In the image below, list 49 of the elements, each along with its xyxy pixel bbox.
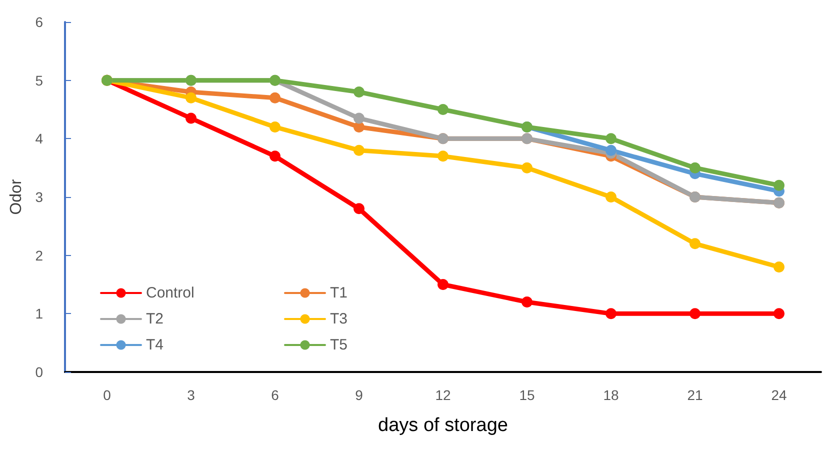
y-tick-label: 4 (35, 130, 44, 147)
y-tick-label: 2 (35, 247, 44, 264)
point (774, 308, 784, 320)
x-tick-label: 3 (187, 387, 196, 403)
point (690, 308, 700, 320)
x-tick-label: 9 (355, 387, 364, 403)
point (522, 162, 532, 174)
point (354, 203, 364, 214)
point (774, 262, 784, 272)
point (522, 296, 532, 308)
point (186, 112, 196, 124)
point (270, 122, 280, 132)
legend-label: T3 (330, 310, 348, 328)
point (606, 133, 616, 144)
legend-label: T4 (146, 336, 164, 354)
y-tick-label: 5 (35, 72, 44, 88)
y-axis-title: Odor (8, 178, 25, 215)
x-tick-label: 21 (687, 387, 703, 403)
point (354, 144, 364, 156)
x-tick-label: 0 (103, 387, 112, 403)
y-tick-label: 1 (35, 306, 44, 322)
point (774, 180, 784, 191)
point (438, 104, 448, 115)
point (270, 92, 280, 104)
point (270, 150, 280, 162)
legend-label: T5 (330, 336, 348, 354)
point (186, 92, 196, 104)
legend-label: T1 (330, 284, 348, 302)
y-tick-label: 0 (35, 364, 44, 380)
point (438, 150, 448, 162)
point (690, 162, 700, 174)
legend-label: T2 (146, 310, 164, 328)
x-tick-label: 6 (271, 387, 280, 403)
x-tick-label: 12 (435, 387, 451, 403)
point (354, 112, 364, 124)
x-tick-label: 15 (519, 387, 535, 403)
y-tick-label: 6 (35, 14, 44, 30)
point (354, 122, 364, 132)
point (606, 192, 616, 202)
x-tick-label: 24 (771, 387, 787, 403)
point (690, 238, 700, 250)
point (354, 86, 364, 98)
legend-label: Control (146, 284, 194, 302)
point (606, 308, 616, 320)
point (438, 279, 448, 290)
y-tick-label: 3 (35, 189, 44, 205)
x-tick-label: 18 (603, 387, 619, 403)
x-axis-title: days of storage (378, 415, 508, 436)
point (606, 144, 616, 156)
